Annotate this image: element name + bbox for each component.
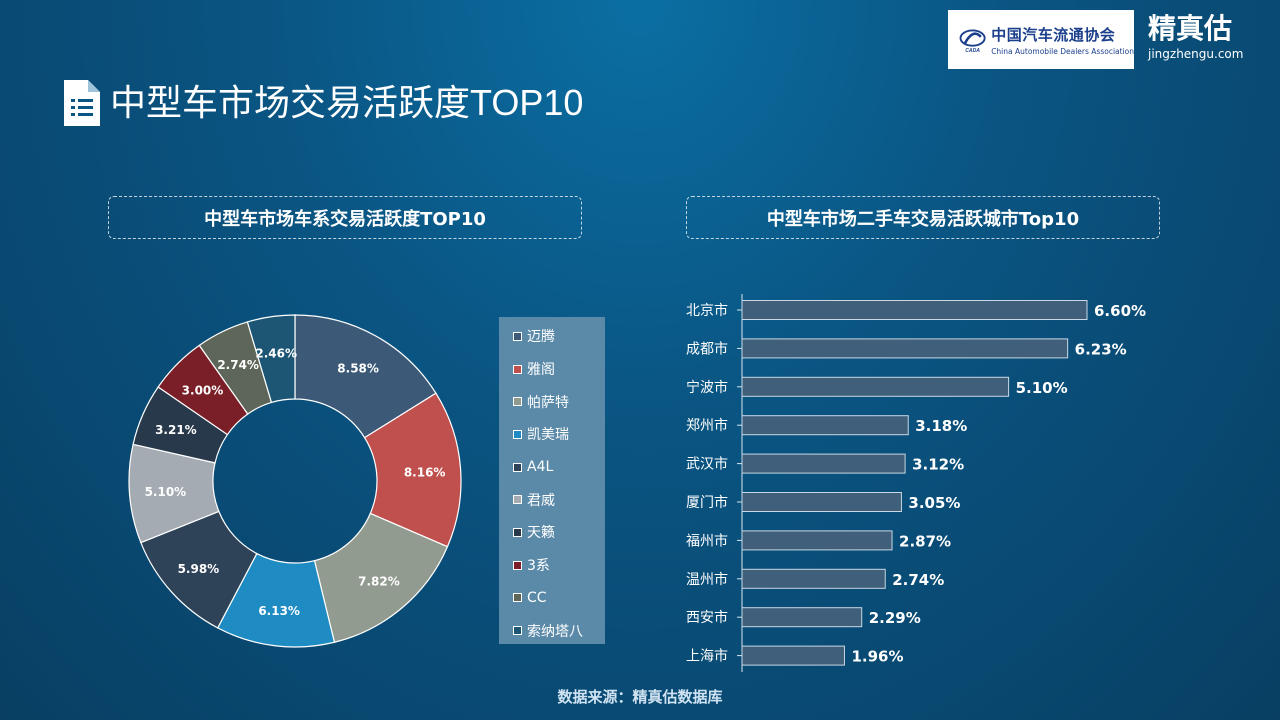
bar-category-label: 温州市 (686, 571, 728, 588)
bar-value-label: 3.18% (915, 417, 967, 435)
left-chart-subtitle: 中型车市场车系交易活跃度TOP10 (108, 196, 582, 239)
legend-swatch (513, 364, 522, 374)
bar-8 (741, 568, 886, 589)
legend-swatch (513, 462, 522, 472)
legend-swatch (513, 593, 522, 603)
legend-swatch (513, 429, 522, 439)
donut-slice-label-4: 6.13% (258, 604, 300, 618)
bar-value-label: 3.12% (912, 456, 964, 474)
donut-slice-label-9: 2.74% (217, 358, 259, 372)
legend-item: A4L (513, 451, 605, 484)
legend-label: 迈腾 (527, 329, 555, 346)
donut-slice-label-8: 3.00% (182, 384, 224, 398)
bar-value-label: 1.96% (851, 648, 903, 666)
cada-name-cn: 中国汽车流通协会 (991, 25, 1116, 44)
legend-label: 雅阁 (527, 362, 555, 379)
donut-slice-label-5: 5.98% (178, 562, 220, 576)
legend-label: 3系 (527, 558, 550, 575)
bar-10 (741, 645, 845, 666)
bar-value-label: 6.23% (1075, 340, 1127, 358)
legend-label: CC (527, 589, 547, 606)
bar-2 (741, 338, 1069, 359)
legend-swatch (513, 495, 522, 505)
donut-slice-label-6: 5.10% (145, 485, 187, 499)
bar-category-label: 宁波市 (686, 379, 728, 396)
bar-1 (741, 300, 1088, 320)
legend-item: 凯美瑞 (513, 418, 605, 451)
legend-item: 3系 (513, 549, 605, 582)
legend-item: 索纳塔八 (513, 614, 605, 647)
bar-value-label: 2.29% (869, 609, 921, 627)
cada-mark-text: CADA (965, 48, 980, 54)
bar-category-label: 西安市 (686, 609, 728, 626)
bar-value-label: 6.60% (1094, 302, 1146, 320)
document-list-icon (64, 80, 100, 126)
legend-swatch (513, 626, 522, 636)
bar-category-label: 上海市 (686, 648, 728, 665)
bar-category-label: 郑州市 (686, 417, 728, 434)
bar-category-label: 成都市 (686, 340, 728, 357)
brand-logo: 精真估 jingzhengu.com (1148, 12, 1268, 61)
bar-value-label: 2.74% (892, 571, 944, 589)
brand-name-cn: 精真估 (1148, 12, 1233, 45)
bar-4 (741, 415, 909, 436)
brand-url: jingzhengu.com (1148, 47, 1244, 61)
legend-label: 天籁 (527, 525, 555, 542)
bar-category-label: 北京市 (686, 302, 728, 319)
legend-swatch (513, 560, 522, 570)
bar-5 (741, 453, 906, 474)
donut-legend: 迈腾雅阁帕萨特凯美瑞 A4L 君威天籁 3系 CC 索纳塔八 (499, 317, 605, 644)
bar-category-label: 厦门市 (686, 494, 728, 511)
legend-swatch (513, 397, 522, 407)
bar-6 (741, 492, 902, 512)
bar-value-label: 3.05% (908, 494, 960, 512)
legend-label: A4L (527, 459, 554, 476)
bar-7 (741, 530, 893, 551)
bar-9 (741, 607, 863, 628)
bar-value-label: 5.10% (1016, 379, 1068, 397)
donut-slice-label-10: 2.46% (255, 346, 297, 360)
cada-name-en: China Automobile Dealers Association (991, 46, 1134, 56)
legend-item: CC (513, 582, 605, 615)
legend-item: 迈腾 (513, 320, 605, 353)
donut-slice-10 (246, 314, 296, 404)
page-title: 中型车市场交易活跃度TOP10 (110, 82, 584, 123)
data-source-note: 数据来源：精真估数据库 (557, 688, 723, 706)
cada-logo: CADA 中国汽车流通协会 China Automobile Dealers A… (948, 10, 1134, 69)
legend-label: 帕萨特 (527, 394, 569, 411)
legend-label: 索纳塔八 (527, 623, 583, 640)
bar-category-label: 福州市 (686, 532, 728, 549)
bar-value-label: 2.87% (899, 532, 951, 550)
legend-item: 雅阁 (513, 353, 605, 386)
right-chart-subtitle: 中型车市场二手车交易活跃城市Top10 (686, 196, 1160, 239)
legend-label: 君威 (527, 492, 555, 509)
donut-slice-label-7: 3.21% (155, 423, 197, 437)
city-bar-chart: 北京市 6.60% 成都市 6.23% 宁波市 5.10% 郑州市 3.18% 武汉市 3.12%… (686, 294, 1146, 672)
legend-swatch (513, 331, 522, 341)
legend-item: 帕萨特 (513, 385, 605, 418)
legend-label: 凯美瑞 (527, 427, 569, 444)
donut-slice-label-1: 8.58% (337, 361, 379, 375)
cada-emblem-icon: CADA (959, 29, 986, 54)
legend-item: 天籁 (513, 516, 605, 549)
donut-slice-label-3: 7.82% (358, 574, 400, 588)
donut-slice-label-2: 8.16% (404, 465, 446, 479)
legend-swatch (513, 527, 522, 537)
series-donut-chart: 8.58% 8.16% 7.82% 6.13% 5.98% 5.10% 3.21% 3.00%… (128, 314, 462, 648)
legend-item: 君威 (513, 483, 605, 516)
bar-category-label: 武汉市 (686, 456, 728, 473)
bar-3 (741, 376, 1010, 397)
